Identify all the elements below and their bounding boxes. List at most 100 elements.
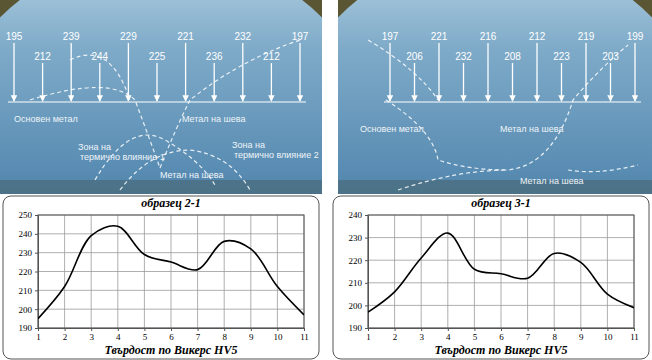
y-tick-label: 210 [19,286,33,296]
y-tick-mark [365,283,368,284]
indent-arrow [13,43,14,101]
grid-line-x [607,215,608,328]
hardness-value: 212 [263,51,280,62]
x-tick-label: 9 [579,332,584,342]
y-tick-mark [365,238,368,239]
y-tick: 190 [349,323,369,333]
y-tick: 240 [349,210,369,220]
x-tick-mark [607,328,608,331]
photo-edge [338,180,652,194]
y-tick-label: 220 [19,267,33,277]
x-tick-mark [65,328,66,331]
chart-title: образец 2-1 [141,196,201,210]
indent-arrow [156,63,157,101]
x-tick-mark [91,328,92,331]
x-tick: 5 [473,328,478,342]
indent-arrow [634,43,635,101]
hardness-value: 203 [602,51,619,62]
photo-field [0,0,322,194]
x-tick: 3 [89,328,94,342]
y-tick-label: 240 [19,229,33,239]
indent-arrow [463,63,464,101]
x-tick: 7 [526,328,531,342]
x-tick-mark [251,328,252,331]
y-tick-label: 200 [19,305,33,315]
x-tick: 1 [366,328,371,342]
x-tick-mark [501,328,502,331]
y-tick-label: 240 [349,210,363,220]
hardness-value: 216 [480,31,497,42]
y-tick-mark [35,290,38,291]
indent-arrow [99,63,100,101]
x-tick-label: 1 [366,332,371,342]
grid [368,215,634,328]
x-axis-title: Твърдост по Викерс HV5 [435,343,568,357]
grid-line-y [368,305,634,306]
x-axis-line [369,329,635,332]
zone-label: Метал на шева [520,176,583,186]
y-tick-label: 200 [349,301,363,311]
measure-line [384,101,641,102]
grid-line-x [474,215,475,328]
x-tick: 9 [579,328,584,342]
indent-arrow [438,43,439,101]
x-tick-label: 10 [273,332,283,342]
x-tick-label: 4 [446,332,451,342]
x-tick-mark [554,328,555,331]
x-tick: 4 [446,328,451,342]
x-tick-label: 2 [393,332,398,342]
x-tick-mark [198,328,199,331]
indent-arrow [414,63,415,101]
grid-line-x [447,215,448,328]
x-tick-mark [277,328,278,331]
hardness-value: 236 [206,51,223,62]
x-tick-label: 5 [473,332,478,342]
zone-label: Основен метал [360,124,424,134]
hardness-value: 219 [578,31,595,42]
indent-arrow [128,43,129,101]
chart-box [333,196,649,359]
x-tick-label: 6 [169,332,174,342]
x-tick-mark [304,328,305,331]
plot-frame [368,215,634,328]
x-tick-label: 1 [36,332,41,342]
x-tick-mark [118,328,119,331]
zone-boundary [160,40,300,168]
hardness-value: 232 [455,51,472,62]
y-tick: 190 [19,323,39,333]
y-tick-mark [365,215,368,216]
indent-arrow [389,43,390,101]
x-tick-label: 7 [196,332,201,342]
x-tick-label: 9 [249,332,254,342]
hardness-value: 212 [529,31,546,42]
hardness-value: 195 [6,31,23,42]
hardness-value: 232 [234,31,251,42]
hardness-value: 244 [91,51,108,62]
hardness-value: 206 [406,51,423,62]
grid-line-y [368,260,634,261]
y-axis: 190 200 210 220 230 240 250 [19,210,39,333]
indent-arrow [185,43,186,101]
x-tick-label: 3 [89,332,94,342]
plot-frame [38,215,304,328]
x-tick-label: 8 [552,332,557,342]
x-tick-label: 7 [526,332,531,342]
grid [38,215,304,328]
x-tick: 8 [552,328,557,342]
y-tick-label: 230 [19,248,33,258]
zone-boundary [386,45,628,170]
y-tick: 210 [349,278,369,288]
indent-arrow [299,43,300,101]
grid-line-y [368,282,634,283]
y-tick-mark [365,328,368,329]
y-tick: 200 [19,305,39,315]
zone-boundary [398,170,508,190]
x-tick-mark [144,328,145,331]
y-tick-label: 250 [19,210,33,220]
y-axis-line [365,216,369,329]
grid-line-y [38,309,304,310]
zone-label: Метал на шева [160,170,223,180]
x-tick-label: 5 [143,332,148,342]
indent-arrow [42,63,43,101]
x-tick-label: 11 [300,332,309,342]
